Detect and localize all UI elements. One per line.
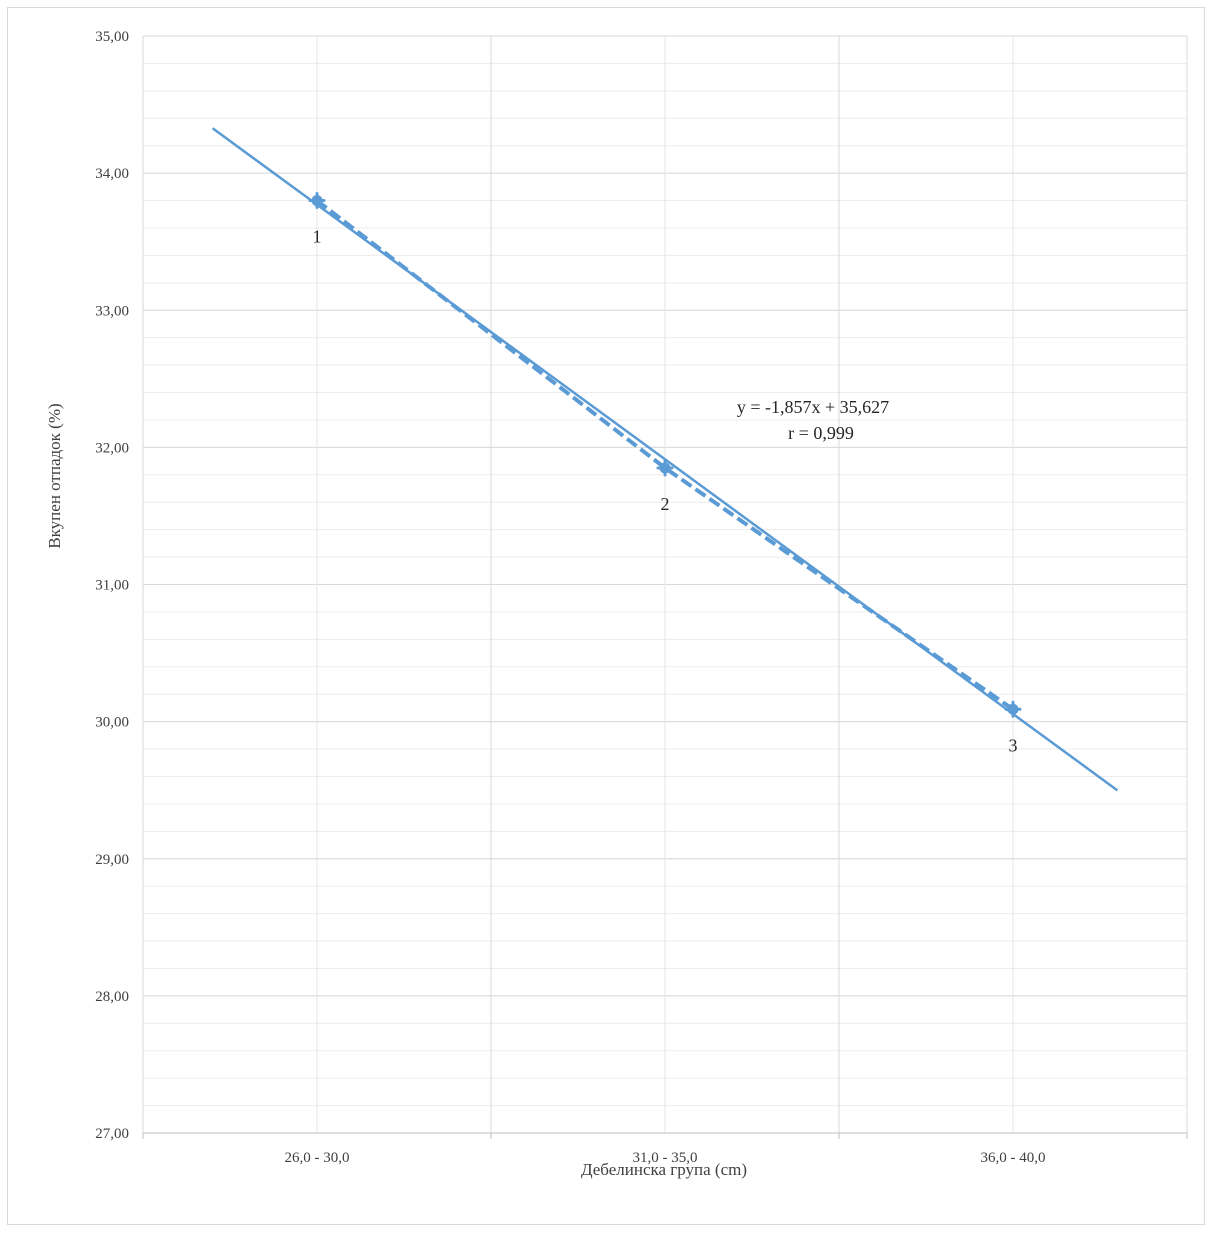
x-tick-label: 31,0 - 35,0: [633, 1150, 698, 1166]
y-tick-label: 27,00: [95, 1126, 129, 1142]
y-tick-label: 28,00: [95, 989, 129, 1005]
trendline-r-value: r = 0,999: [788, 423, 854, 443]
x-tick-label: 26,0 - 30,0: [285, 1150, 350, 1166]
y-tick-label: 35,00: [95, 29, 129, 45]
y-tick-label: 32,00: [95, 440, 129, 456]
y-tick-label: 34,00: [95, 166, 129, 182]
x-tick-labels: 26,0 - 30,0 31,0 - 35,0 36,0 - 40,0: [285, 1150, 1046, 1166]
data-point-marker: [656, 459, 674, 477]
y-tick-label: 29,00: [95, 852, 129, 868]
point-label: 1: [313, 227, 322, 247]
trendline-line: [211, 127, 1119, 792]
trendline-equation: y = -1,857x + 35,627: [737, 397, 889, 417]
point-label: 3: [1009, 735, 1018, 755]
y-tick-label: 30,00: [95, 715, 129, 731]
y-axis-title: Вкупен отпадок (%): [45, 403, 64, 548]
x-axis-title: Дебелинска група (cm): [581, 1160, 747, 1179]
y-tick-label: 31,00: [95, 578, 129, 594]
x-tick-label: 36,0 - 40,0: [981, 1150, 1046, 1166]
axes: [142, 1132, 1188, 1139]
trendline: [211, 127, 1119, 792]
chart-frame: [7, 7, 1205, 1225]
y-tick-labels: 27,00 28,00 29,00 30,00 31,00 32,00 33,00 34,00…: [95, 29, 129, 1142]
y-tick-label: 33,00: [95, 303, 129, 319]
major-gridlines: [142, 35, 1188, 1134]
point-label: 2: [661, 494, 670, 514]
point-labels: 1 2 3: [313, 227, 1018, 756]
